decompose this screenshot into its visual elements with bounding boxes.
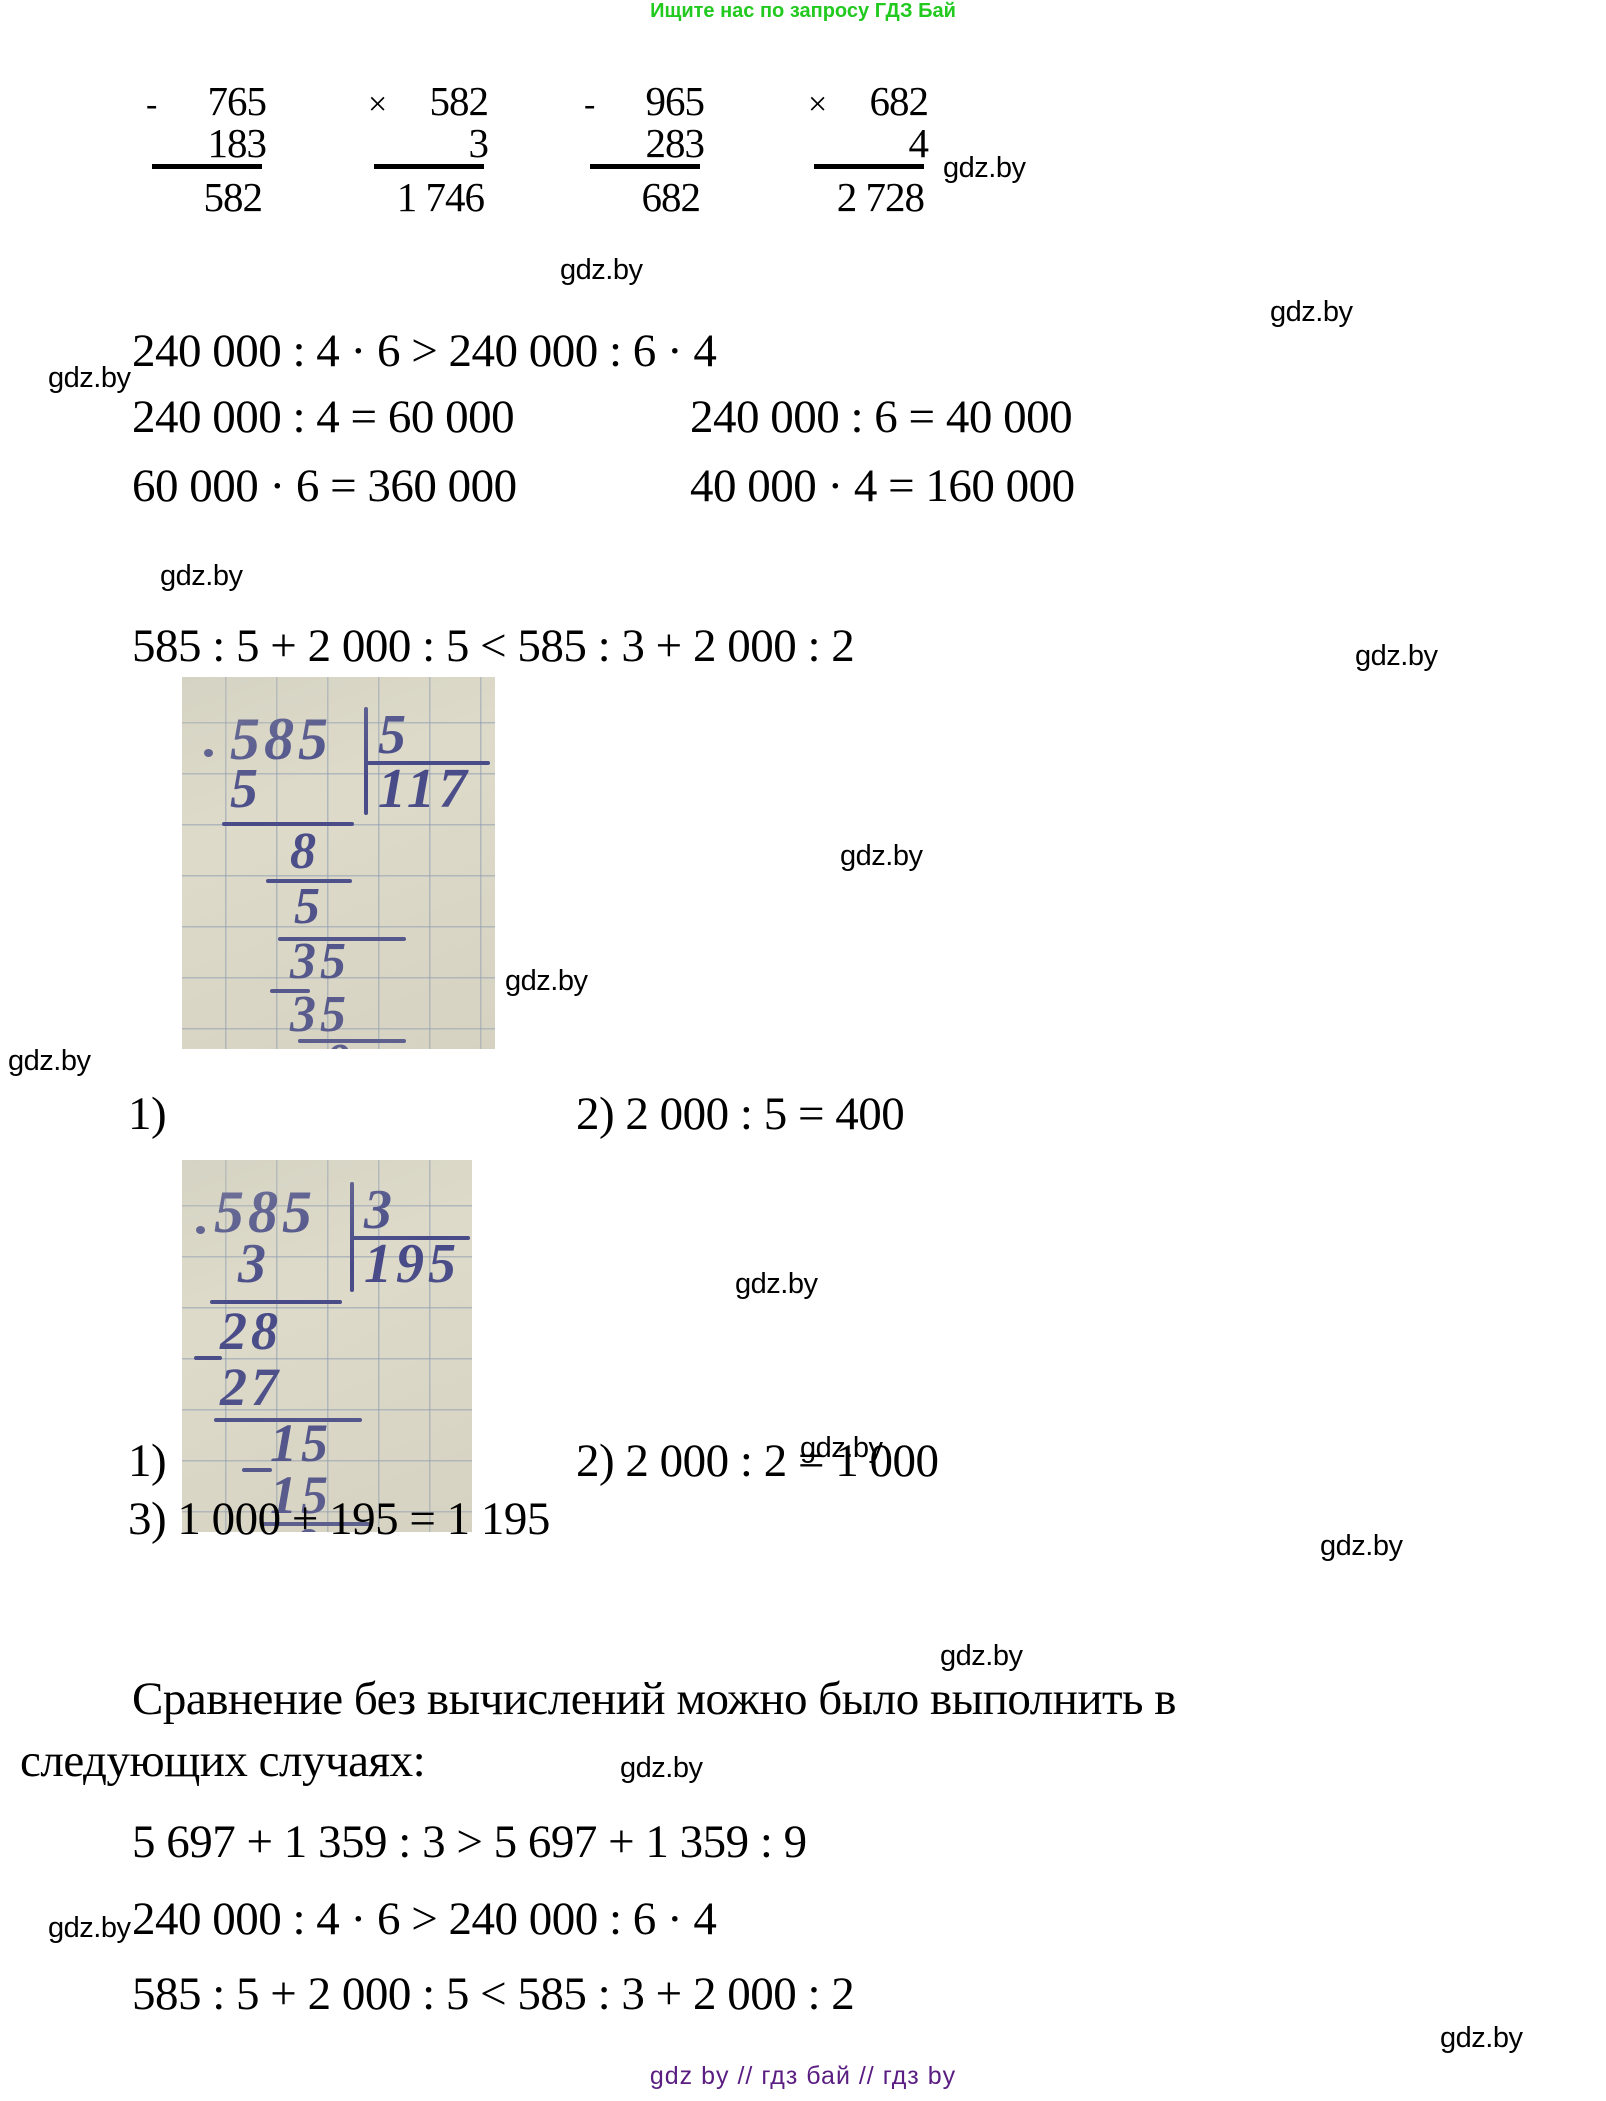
calc-result: 582 xyxy=(203,174,264,220)
watermark-10: gdz.by xyxy=(800,1432,883,1464)
operand-top: 765 xyxy=(207,78,268,124)
watermark-7: gdz.by xyxy=(505,965,588,997)
calc-rule xyxy=(152,164,262,169)
scan-shading xyxy=(182,677,495,1049)
step1-label-b: 1) xyxy=(128,1435,167,1487)
operand-bottom: 4 xyxy=(908,120,930,166)
calc-rule xyxy=(374,164,484,169)
conclusion-case-1: 5 697 + 1 359 : 3 > 5 697 + 1 359 : 9 xyxy=(132,1816,807,1868)
calc-result: 2 728 xyxy=(836,174,925,220)
operator-symbol: - xyxy=(146,86,157,123)
operator-symbol: × xyxy=(368,86,387,123)
column-calc-3: - 965 283 682 xyxy=(566,78,706,220)
subtrahend-row: 283 xyxy=(566,120,706,166)
watermark-8: gdz.by xyxy=(8,1045,91,1077)
watermark-5: gdz.by xyxy=(1355,640,1438,672)
column-calc-1: - 765 183 582 xyxy=(128,78,268,220)
calc-rule xyxy=(814,164,924,169)
watermark-4: gdz.by xyxy=(160,560,243,592)
operand-top: 965 xyxy=(645,78,706,124)
multiplicand-row: × 682 xyxy=(790,78,930,124)
comparison-240000: 240 000 : 4 · 6 > 240 000 : 6 · 4 xyxy=(132,325,717,377)
step-240000-div4: 240 000 : 4 = 60 000 xyxy=(132,391,515,443)
operand-bottom: 3 xyxy=(468,120,490,166)
site-footer: gdz by // гдз бай // гдз by xyxy=(649,2062,957,2090)
long-division-585-by-3-image: 585 3 195 3 28 27 15 15 0 xyxy=(182,1160,472,1532)
comparison-585: 585 : 5 + 2 000 : 5 < 585 : 3 + 2 000 : … xyxy=(132,620,855,672)
watermark-11: gdz.by xyxy=(1320,1530,1403,1562)
step-240000-div6: 240 000 : 6 = 40 000 xyxy=(690,391,1073,443)
subtrahend-row: 183 xyxy=(128,120,268,166)
watermark-2: gdz.by xyxy=(1270,296,1353,328)
multiplicand-row: × 582 xyxy=(350,78,490,124)
minuend-row: - 765 xyxy=(128,78,268,124)
conclusion-line-2: следующих случаях: xyxy=(20,1735,426,1787)
watermark-15: gdz.by xyxy=(1440,2022,1523,2054)
promo-banner: Ищите нас по запросу ГДЗ Бай xyxy=(650,0,956,22)
conclusion-case-3: 585 : 5 + 2 000 : 5 < 585 : 3 + 2 000 : … xyxy=(132,1968,855,2020)
watermark-13: gdz.by xyxy=(620,1752,703,1784)
column-calc-4: × 682 4 2 728 xyxy=(790,78,930,220)
watermark-1: gdz.by xyxy=(560,254,643,286)
watermark-6: gdz.by xyxy=(840,840,923,872)
step3-sum: 3) 1 000 + 195 = 1 195 xyxy=(128,1493,550,1545)
step-60000-mul6: 60 000 · 6 = 360 000 xyxy=(132,460,517,512)
watermark-9: gdz.by xyxy=(735,1268,818,1300)
multiplier-row: 4 xyxy=(790,120,930,166)
step2-2000-div2: 2) 2 000 : 2 = 1 000 xyxy=(576,1435,939,1487)
watermark-14: gdz.by xyxy=(48,1912,131,1944)
calc-rule xyxy=(590,164,700,169)
operand-bottom: 283 xyxy=(645,120,706,166)
operand-top: 682 xyxy=(869,78,930,124)
operand-top: 582 xyxy=(429,78,490,124)
minuend-row: - 965 xyxy=(566,78,706,124)
watermark-12: gdz.by xyxy=(940,1640,1023,1672)
step-40000-mul4: 40 000 · 4 = 160 000 xyxy=(690,460,1075,512)
scan-shading xyxy=(182,1160,472,1532)
conclusion-line-1: Сравнение без вычислений можно было выпо… xyxy=(132,1673,1176,1725)
long-division-585-by-5-image: 585 5 117 5 8 5 35 35 0 xyxy=(182,677,495,1049)
operand-bottom: 183 xyxy=(207,120,268,166)
step1-label-a: 1) xyxy=(128,1088,167,1140)
calc-result: 682 xyxy=(641,174,702,220)
calc-result: 1 746 xyxy=(396,174,485,220)
watermark-3: gdz.by xyxy=(48,362,131,394)
column-calc-2: × 582 3 1 746 xyxy=(350,78,490,220)
step2-2000-div5: 2) 2 000 : 5 = 400 xyxy=(576,1088,905,1140)
operator-symbol: - xyxy=(584,86,595,123)
operator-symbol: × xyxy=(808,86,827,123)
conclusion-case-2: 240 000 : 4 · 6 > 240 000 : 6 · 4 xyxy=(132,1893,717,1945)
watermark-0: gdz.by xyxy=(943,152,1026,184)
multiplier-row: 3 xyxy=(350,120,490,166)
